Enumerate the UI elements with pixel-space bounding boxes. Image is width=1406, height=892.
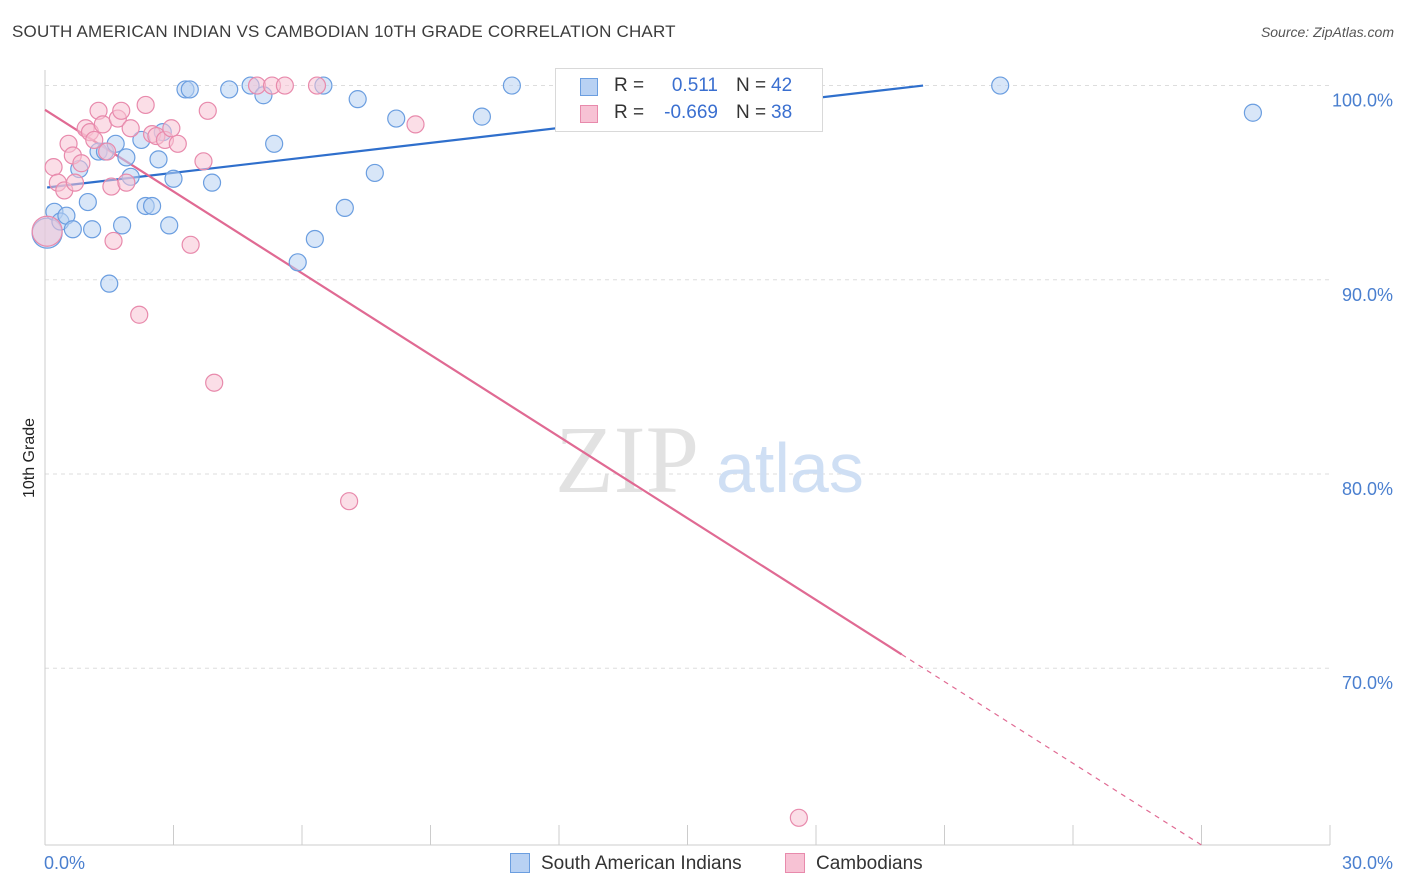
point-south-american-indians [220,80,239,99]
legend-swatch-pink [785,853,805,873]
legend-n-value: 42 [771,75,793,96]
point-south-american-indians [149,150,168,169]
y-tick-label: 80.0% [1342,479,1393,499]
point-cambodians [198,101,217,120]
point-south-american-indians [112,216,132,235]
chart-title: SOUTH AMERICAN INDIAN VS CAMBODIAN 10TH … [12,22,676,41]
y-tick-label: 90.0% [1342,285,1393,305]
legend-r-value: 0.511 [671,75,718,96]
point-cambodians [65,173,85,192]
point-cambodians [168,134,187,153]
legend-n-value: 38 [771,102,793,123]
legend-r-label: R = [614,75,645,96]
point-cambodians [194,152,213,171]
legend-item-label: Cambodians [816,853,923,874]
point-south-american-indians [202,173,222,192]
point-south-american-indians [348,90,367,109]
axes [44,70,1331,846]
correlation-legend: R = 0.511 N = 42 R = -0.669 N = 38 [555,68,823,132]
point-cambodians [340,492,359,511]
point-cambodians [130,305,149,324]
point-south-american-indians [365,163,384,183]
legend-n-label: N = [736,75,767,96]
y-axis-label: 10th Grade [21,418,38,498]
point-cambodians [205,373,224,392]
point-south-american-indians [117,148,136,167]
legend-r-value: -0.669 [664,102,718,123]
tick-labels: 70.0% 80.0% 90.0% 100.0% 0.0% 30.0% [44,91,1393,873]
point-cambodians [275,76,294,95]
point-cambodians [406,115,425,134]
source-label: Source: ZipAtlas.com [1260,24,1394,40]
point-cambodians [72,154,91,173]
trend-line-dashed-cambodians [901,653,1202,846]
point-south-american-indians [78,192,97,212]
point-cambodians [31,215,63,247]
point-south-american-indians [305,229,324,249]
point-cambodians [102,177,121,196]
point-cambodians [117,173,136,192]
watermark-zip: ZIP [555,406,699,513]
x-tick-label: 0.0% [44,853,85,873]
point-south-american-indians [991,76,1010,95]
grid-lines [45,85,1330,669]
point-south-american-indians [180,80,199,99]
point-cambodians [98,142,117,161]
point-cambodians [789,808,808,827]
point-south-american-indians [160,216,179,235]
point-south-american-indians [387,109,406,128]
point-cambodians [181,235,200,254]
y-tick-label: 100.0% [1332,91,1393,111]
point-south-american-indians [502,76,521,95]
legend-row-cambodians: R = -0.669 N = 38 [556,100,822,126]
point-south-american-indians [335,198,354,218]
point-cambodians [162,119,181,138]
legend-n-label: N = [736,102,767,123]
series-legend: South American Indians Cambodians [0,852,1406,878]
point-south-american-indians [288,253,307,272]
point-cambodians [104,231,123,251]
legend-row-south-american-indians: R = 0.511 N = 42 [556,73,822,99]
y-tick-label: 70.0% [1342,673,1393,693]
point-cambodians [85,130,104,150]
legend-item-label: South American Indians [541,853,742,874]
point-south-american-indians [1243,103,1263,122]
trend-line-cambodians [44,108,903,656]
legend-swatch-pink [580,105,598,123]
point-south-american-indians [265,134,284,153]
point-cambodians [112,101,131,120]
point-cambodians [121,119,140,138]
point-cambodians [136,95,155,115]
point-south-american-indians [83,220,102,239]
point-south-american-indians [472,107,491,126]
point-south-american-indians [100,274,119,293]
point-south-american-indians [63,220,82,239]
legend-swatch-blue [510,853,530,873]
point-south-american-indians [164,169,183,188]
point-cambodians [44,158,63,177]
watermark-atlas: atlas [716,429,864,507]
legend-swatch-blue [580,78,598,96]
x-tick-label: 30.0% [1342,853,1393,873]
point-south-american-indians [142,196,162,216]
point-cambodians [307,76,327,95]
legend-r-label: R = [614,102,645,123]
